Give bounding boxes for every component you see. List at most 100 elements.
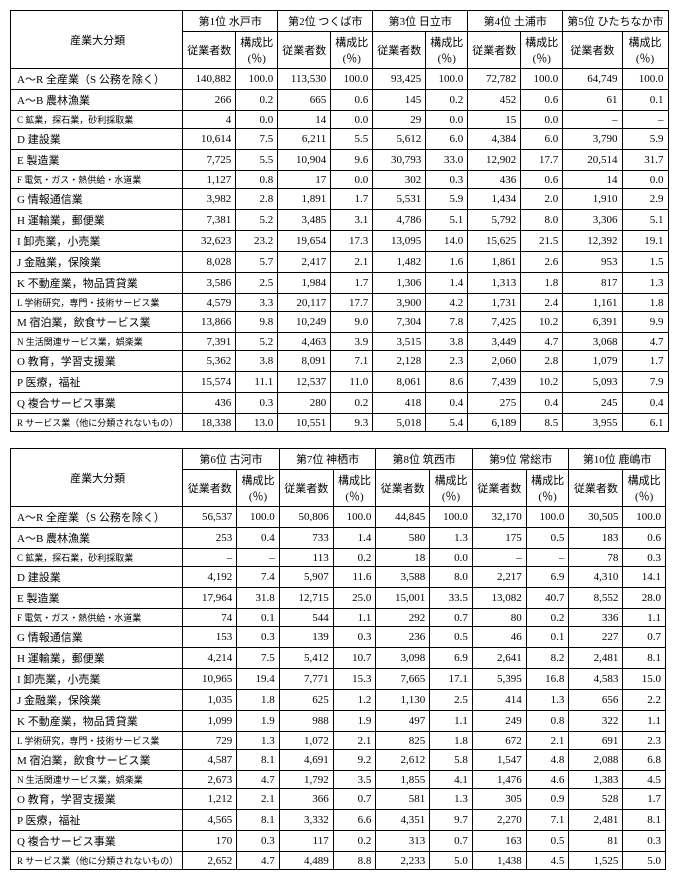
- ratio-header: 構成比(％): [237, 470, 280, 507]
- table-row: A～R 全産業（S 公務を除く）140,882100.0113,530100.0…: [11, 69, 669, 90]
- ratio-cell: 2.8: [521, 351, 563, 372]
- workers-cell: 12,902: [468, 150, 521, 171]
- ratio-cell: 2.1: [331, 252, 373, 273]
- workers-cell: 14: [278, 111, 331, 129]
- ratio-cell: 1.3: [237, 732, 280, 750]
- ratio-cell: 4.2: [426, 294, 468, 312]
- workers-cell: 1,161: [563, 294, 622, 312]
- row-label: O 教育，学習支援業: [11, 351, 183, 372]
- row-label: F 電気・ガス・熱供給・水道業: [11, 609, 183, 627]
- workers-cell: 17: [278, 171, 331, 189]
- workers-cell: 17,964: [183, 588, 237, 609]
- ratio-cell: 6.0: [426, 129, 468, 150]
- row-label: A～B 農林漁業: [11, 528, 183, 549]
- ratio-cell: 7.1: [526, 810, 569, 831]
- ratio-cell: 0.0: [331, 111, 373, 129]
- workers-cell: 4,583: [569, 669, 623, 690]
- ratio-cell: 2.1: [237, 789, 280, 810]
- workers-cell: 3,586: [183, 273, 236, 294]
- ratio-cell: 1.4: [333, 528, 376, 549]
- table-row: J 金融業，保険業8,0285.72,4172.11,4821.61,8612.…: [11, 252, 669, 273]
- workers-header: 従業者数: [183, 470, 237, 507]
- workers-cell: 7,439: [468, 372, 521, 393]
- row-label: L 学術研究，専門・技術サービス業: [11, 732, 183, 750]
- workers-cell: 18: [376, 549, 430, 567]
- ratio-cell: 3.1: [331, 210, 373, 231]
- ratio-cell: 0.2: [526, 609, 569, 627]
- ratio-cell: 5.7: [236, 252, 278, 273]
- workers-cell: 15: [468, 111, 521, 129]
- ratio-cell: 2.9: [622, 189, 668, 210]
- ratio-header: 構成比(％): [521, 32, 563, 69]
- workers-cell: 4,192: [183, 567, 237, 588]
- ratio-cell: 2.1: [526, 732, 569, 750]
- city-header: 第9位 常総市: [472, 449, 569, 470]
- row-label: O 教育，学習支援業: [11, 789, 183, 810]
- table-row: M 宿泊業，飲食サービス業4,5878.14,6919.22,6125.81,5…: [11, 750, 666, 771]
- table-row: G 情報通信業3,9822.81,8911.75,5315.91,4342.01…: [11, 189, 669, 210]
- workers-cell: 544: [279, 609, 333, 627]
- ratio-cell: 33.5: [430, 588, 473, 609]
- workers-cell: 15,574: [183, 372, 236, 393]
- industry-table: 産業大分類第1位 水戸市第2位 つくば市第3位 日立市第4位 土浦市第5位 ひた…: [10, 10, 669, 432]
- city-header: 第3位 日立市: [373, 11, 468, 32]
- ratio-cell: 5.2: [236, 333, 278, 351]
- workers-cell: 817: [563, 273, 622, 294]
- workers-cell: 12,537: [278, 372, 331, 393]
- ratio-cell: 9.8: [236, 312, 278, 333]
- ratio-header: 構成比(％): [622, 32, 668, 69]
- row-label: M 宿泊業，飲食サービス業: [11, 750, 183, 771]
- ratio-cell: 0.1: [237, 609, 280, 627]
- workers-cell: 3,449: [468, 333, 521, 351]
- ratio-cell: 100.0: [236, 69, 278, 90]
- ratio-cell: 17.7: [521, 150, 563, 171]
- workers-cell: 4,351: [376, 810, 430, 831]
- workers-cell: 1,313: [468, 273, 521, 294]
- workers-header: 従業者数: [279, 470, 333, 507]
- workers-cell: 72,782: [468, 69, 521, 90]
- ratio-cell: 0.7: [623, 627, 666, 648]
- ratio-cell: 31.8: [237, 588, 280, 609]
- workers-cell: 74: [183, 609, 237, 627]
- table-row: H 運輸業，郵便業4,2147.55,41210.73,0986.92,6418…: [11, 648, 666, 669]
- ratio-cell: 5.1: [622, 210, 668, 231]
- ratio-cell: 28.0: [623, 588, 666, 609]
- ratio-cell: 5.0: [623, 852, 666, 870]
- workers-cell: 528: [569, 789, 623, 810]
- ratio-cell: 1.1: [623, 609, 666, 627]
- row-label: J 金融業，保険業: [11, 252, 183, 273]
- workers-cell: 1,731: [468, 294, 521, 312]
- workers-cell: 1,383: [569, 771, 623, 789]
- workers-cell: 4,384: [468, 129, 521, 150]
- table-row: P 医療，福祉15,57411.112,53711.08,0618.67,439…: [11, 372, 669, 393]
- workers-cell: 1,861: [468, 252, 521, 273]
- workers-cell: 2,652: [183, 852, 237, 870]
- ratio-cell: 0.1: [622, 90, 668, 111]
- ratio-cell: 25.0: [333, 588, 376, 609]
- ratio-cell: 2.3: [623, 732, 666, 750]
- table-row: R サービス業（他に分類されないもの）2,6524.74,4898.82,233…: [11, 852, 666, 870]
- workers-cell: 1,891: [278, 189, 331, 210]
- ratio-cell: 4.6: [526, 771, 569, 789]
- ratio-cell: 0.5: [526, 528, 569, 549]
- ratio-cell: 100.0: [521, 69, 563, 90]
- ratio-cell: 1.8: [521, 273, 563, 294]
- ratio-cell: 8.0: [430, 567, 473, 588]
- row-label: A～B 農林漁業: [11, 90, 183, 111]
- workers-cell: 8,061: [373, 372, 426, 393]
- table-row: O 教育，学習支援業5,3623.88,0917.12,1282.32,0602…: [11, 351, 669, 372]
- ratio-cell: 8.1: [623, 810, 666, 831]
- workers-cell: 266: [183, 90, 236, 111]
- workers-cell: 2,217: [472, 567, 526, 588]
- workers-cell: 1,079: [563, 351, 622, 372]
- workers-cell: 7,425: [468, 312, 521, 333]
- ratio-cell: 0.2: [333, 549, 376, 567]
- workers-cell: 497: [376, 711, 430, 732]
- ratio-cell: 8.5: [521, 414, 563, 432]
- ratio-cell: 0.6: [623, 528, 666, 549]
- workers-cell: 2,233: [376, 852, 430, 870]
- workers-cell: 1,035: [183, 690, 237, 711]
- ratio-cell: 5.2: [236, 210, 278, 231]
- workers-cell: 236: [376, 627, 430, 648]
- ratio-cell: 10.2: [521, 372, 563, 393]
